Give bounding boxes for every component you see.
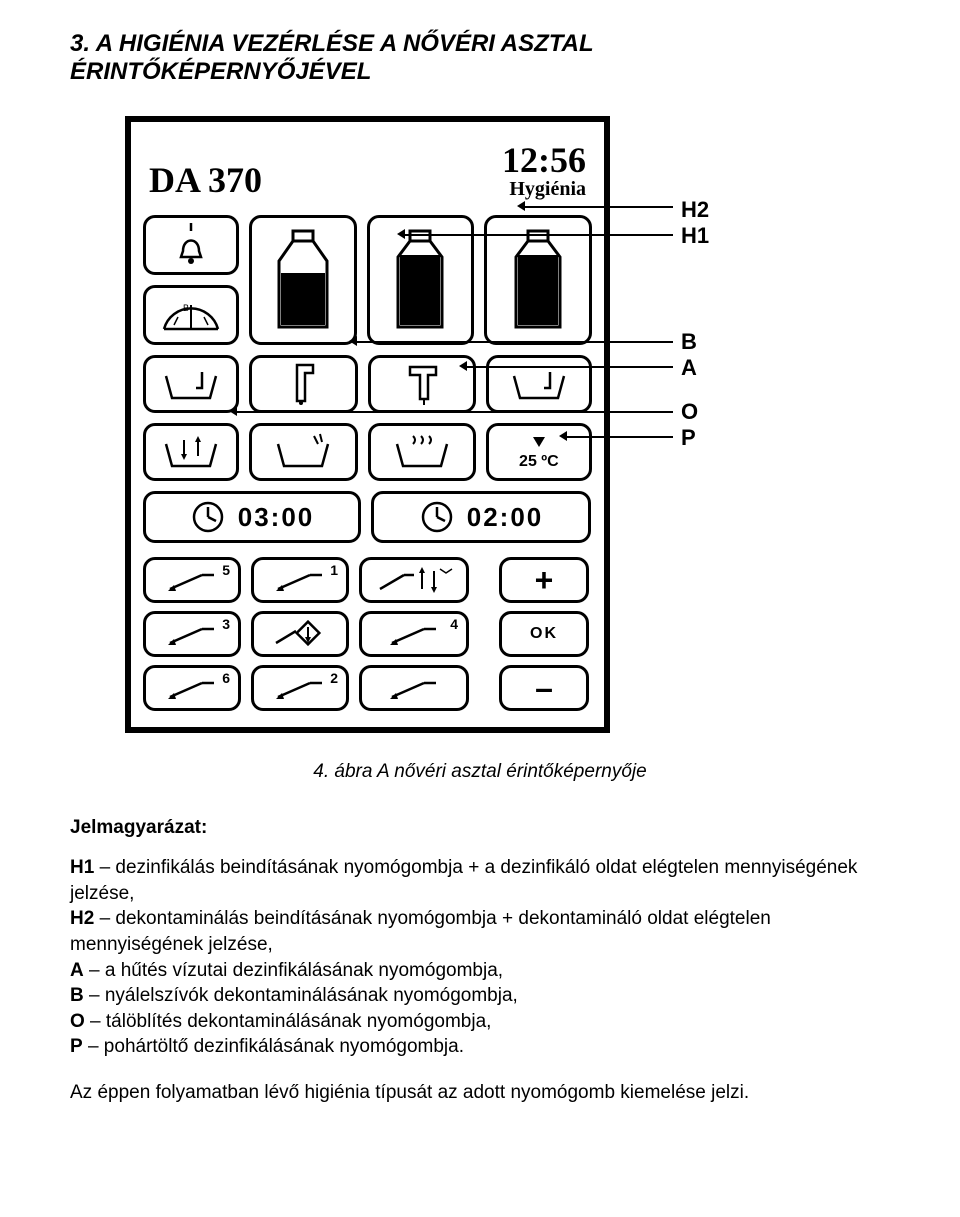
diagram: DA 370 12:56 Hygiénia	[125, 116, 825, 733]
figure-caption: 4. ábra A nővéri asztal érintőképernyője	[70, 761, 890, 783]
label-b: B	[681, 328, 697, 357]
btn-6[interactable]: 6	[143, 665, 241, 711]
model-label: DA 370	[149, 159, 262, 201]
bowl-b-button[interactable]	[486, 355, 592, 413]
mode-label: Hygiénia	[502, 178, 586, 201]
legend-text: – dezinfikálás beindításának nyomógombja…	[70, 857, 857, 904]
ok-button[interactable]: OK	[499, 611, 589, 657]
btn-num: 1	[330, 562, 338, 578]
legend-key: O	[70, 1011, 85, 1032]
label-h1: H1	[681, 222, 709, 251]
panel-header: DA 370 12:56 Hygiénia	[143, 142, 592, 205]
plus-button[interactable]: +	[499, 557, 589, 603]
btn-updown[interactable]	[359, 557, 469, 603]
section-title: 3. A HIGIÉNIA VEZÉRLÉSE A NŐVÉRI ASZTAL …	[70, 30, 890, 86]
btn-num: 4	[450, 616, 458, 632]
footer-note: Az éppen folyamatban lévő higiénia típus…	[70, 1082, 890, 1104]
bowl-a-button[interactable]	[143, 355, 239, 413]
label-p: P	[681, 424, 696, 453]
legend-key: H1	[70, 857, 94, 878]
bowl-heat-button[interactable]	[368, 423, 476, 481]
nozzle-handle-icon	[392, 359, 452, 409]
legend-text: – pohártöltő dezinfikálásának nyomógombj…	[83, 1036, 464, 1057]
timer-left-button[interactable]: 03:00	[143, 491, 361, 543]
temp-value: 25 ºC	[519, 453, 559, 471]
legend-key: A	[70, 960, 84, 981]
touchscreen-panel: DA 370 12:56 Hygiénia	[125, 116, 610, 733]
bell-button[interactable]	[143, 215, 239, 275]
label-h2: H2	[681, 196, 709, 225]
btn-diamond[interactable]	[251, 611, 349, 657]
svg-text:B: B	[183, 303, 189, 313]
legend-text: – a hűtés vízutai dezinfikálásának nyomó…	[84, 960, 503, 981]
btn-num: 5	[222, 562, 230, 578]
btn-num: 6	[222, 670, 230, 686]
legend-text: – nyálelszívók dekontaminálásának nyomóg…	[84, 985, 518, 1006]
legend-list: H1 – dezinfikálás beindításának nyomógom…	[70, 855, 890, 1060]
label-a: A	[681, 354, 697, 383]
bowl-heat-icon	[387, 430, 457, 474]
gauge-button[interactable]: B	[143, 285, 239, 345]
btn-3[interactable]: 3	[143, 611, 241, 657]
timer-left-text: 03:00	[238, 502, 315, 533]
nozzle-icon	[273, 359, 333, 409]
btn-4[interactable]: 4	[359, 611, 469, 657]
bowl-icon	[504, 362, 574, 406]
bowl-o-button[interactable]	[143, 423, 239, 481]
row-2	[143, 355, 592, 413]
legend-key: P	[70, 1036, 83, 1057]
clock-icon	[419, 499, 455, 535]
row-2b: 25 ºC	[143, 423, 592, 481]
bowl-arrows-icon	[156, 430, 226, 474]
btn-num: 2	[330, 670, 338, 686]
btn-1[interactable]: 1	[251, 557, 349, 603]
legend-text: – tálöblítés dekontaminálásának nyomógom…	[85, 1011, 492, 1032]
btn-5[interactable]: 5	[143, 557, 241, 603]
legend-text: – dekontaminálás beindításának nyomógomb…	[70, 908, 771, 955]
label-o: O	[681, 398, 698, 427]
page: 3. A HIGIÉNIA VEZÉRLÉSE A NŐVÉRI ASZTAL …	[0, 0, 960, 1144]
bowl-spray-button[interactable]	[249, 423, 357, 481]
timer-right-button[interactable]: 02:00	[371, 491, 591, 543]
gauge-icon: B	[156, 295, 226, 335]
minus-button[interactable]: –	[499, 665, 589, 711]
clock-time: 12:56	[502, 142, 586, 178]
bottle-icon	[380, 225, 460, 335]
bottle-icon	[498, 225, 578, 335]
btn-num: 3	[222, 616, 230, 632]
ok-label: OK	[530, 625, 558, 643]
timer-right-text: 02:00	[467, 502, 544, 533]
clock-icon	[190, 499, 226, 535]
legend-title: Jelmagyarázat:	[70, 817, 890, 839]
plus-icon: +	[535, 562, 554, 599]
btn-plain[interactable]	[359, 665, 469, 711]
nozzle-b-button[interactable]	[249, 355, 357, 413]
down-arrow-icon	[519, 433, 559, 453]
legend-key: H2	[70, 908, 94, 929]
bowl-icon	[156, 362, 226, 406]
minus-icon: –	[535, 670, 553, 707]
timer-row: 03:00 02:00	[143, 491, 592, 543]
temp-p-button[interactable]: 25 ºC	[486, 423, 592, 481]
number-rows: 5 1	[143, 557, 592, 711]
bell-icon	[171, 223, 211, 267]
legend-key: B	[70, 985, 84, 1006]
bowl-spray-icon	[268, 430, 338, 474]
bottle-icon	[263, 225, 343, 335]
btn-2[interactable]: 2	[251, 665, 349, 711]
bottle-large-button[interactable]	[249, 215, 357, 345]
